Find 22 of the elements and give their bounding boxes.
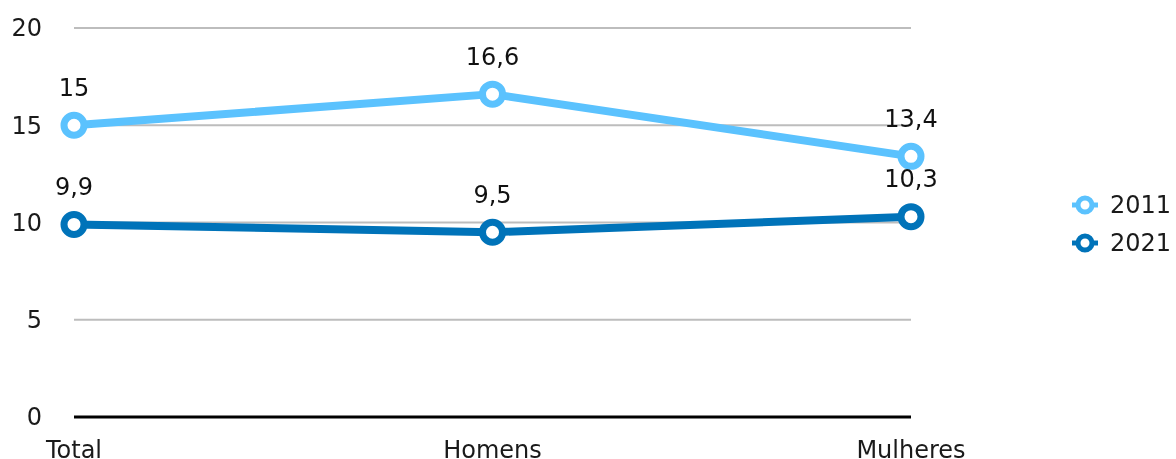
data-label: 13,4 bbox=[884, 104, 938, 133]
y-tick-label: 5 bbox=[26, 306, 42, 335]
point bbox=[897, 142, 925, 170]
y-tick-label: 0 bbox=[26, 403, 42, 432]
y-tick-label: 15 bbox=[11, 111, 42, 140]
x-tick-label: Homens bbox=[443, 436, 542, 459]
point bbox=[60, 111, 88, 139]
legend-label: 2011 bbox=[1110, 191, 1172, 220]
y-tick-label: 10 bbox=[11, 208, 42, 237]
x-tick-label: Total bbox=[44, 436, 103, 459]
data-label: 10,3 bbox=[884, 165, 938, 194]
data-label: 15 bbox=[58, 73, 90, 102]
data-label: 9,5 bbox=[473, 180, 512, 209]
x-tick-label: Mulheres bbox=[856, 436, 966, 459]
point bbox=[479, 80, 506, 108]
data-label: 16,6 bbox=[465, 42, 520, 71]
legend-label: 2021 bbox=[1110, 229, 1172, 258]
point bbox=[60, 210, 88, 238]
y-tick-label: 20 bbox=[11, 14, 42, 43]
data-label: 9,9 bbox=[54, 172, 94, 201]
point bbox=[479, 218, 506, 246]
point bbox=[897, 203, 925, 231]
